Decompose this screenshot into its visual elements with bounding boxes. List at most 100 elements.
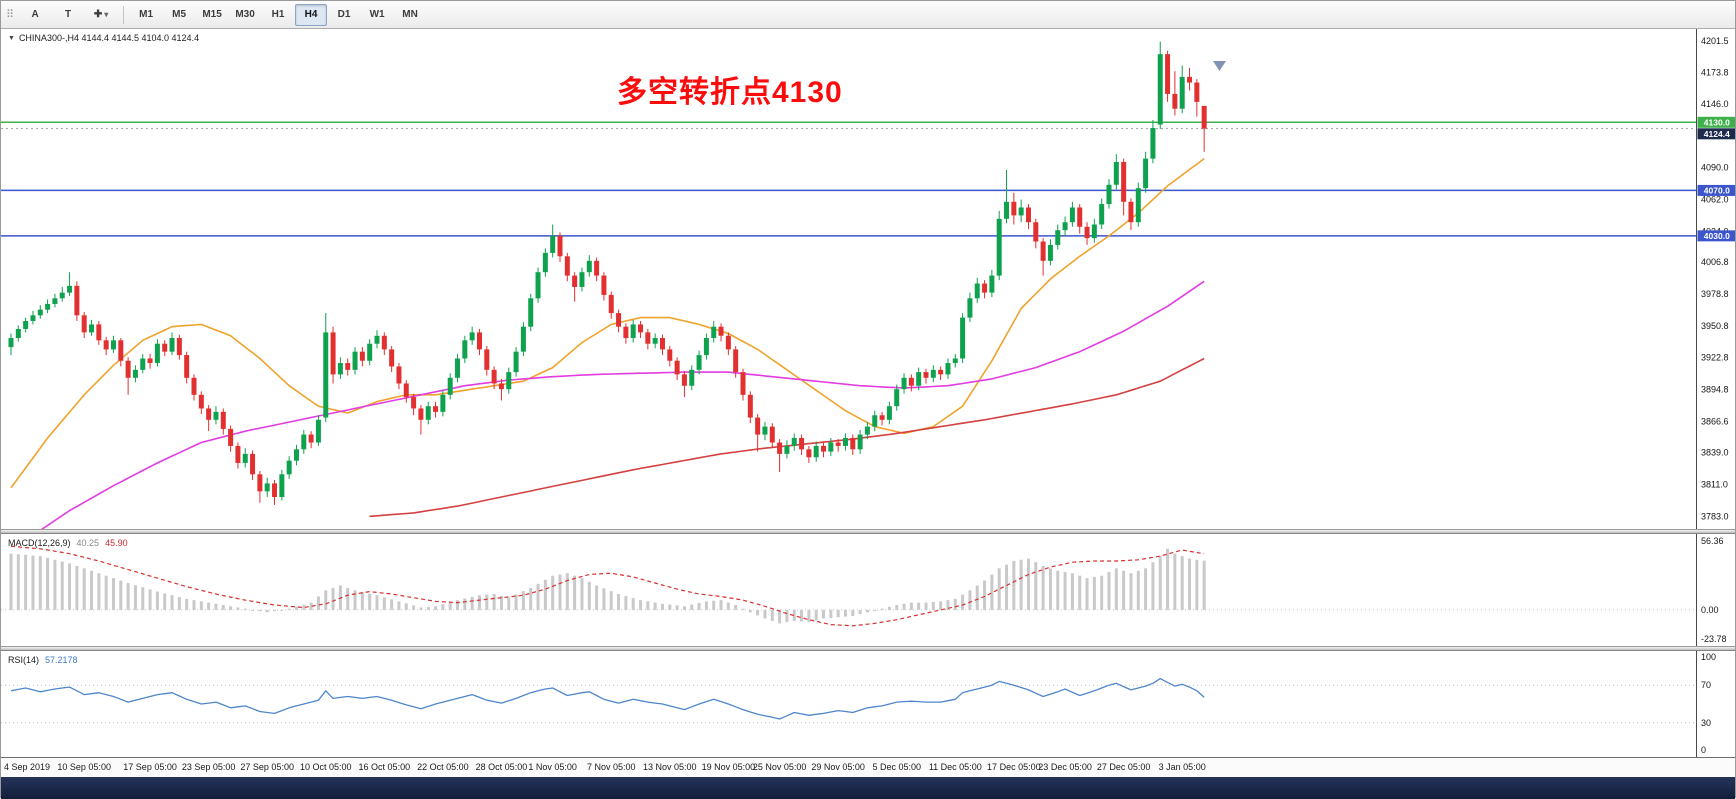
candle <box>140 358 146 370</box>
macd-bar <box>997 568 1001 610</box>
candle <box>389 349 395 367</box>
macd-bar <box>324 590 328 610</box>
candle <box>1077 207 1083 227</box>
price-tick-label: 4006.8 <box>1701 257 1729 267</box>
candle <box>850 437 856 450</box>
candle <box>1165 54 1171 94</box>
macd-bar <box>1019 559 1023 610</box>
price-tick-label: 3811.0 <box>1701 480 1728 490</box>
candle <box>1187 76 1193 83</box>
macd-bar <box>97 573 101 610</box>
price-badge <box>1697 128 1735 140</box>
macd-bar <box>148 589 152 610</box>
candle <box>747 394 753 418</box>
time-axis-label: 10 Oct 05:00 <box>299 762 352 772</box>
time-axis-label: 10 Sep 05:00 <box>57 762 111 772</box>
candle <box>154 343 160 364</box>
candle <box>59 292 65 299</box>
timeframe-button-m5[interactable]: M5 <box>172 9 187 20</box>
timeframe-button-mn[interactable]: MN <box>402 9 418 20</box>
candle <box>1018 207 1024 216</box>
timeframe-button-m30[interactable]: M30 <box>235 9 255 20</box>
time-axis-label: 17 Dec 05:00 <box>987 762 1041 772</box>
candle <box>23 321 29 329</box>
timeframe-button-w1[interactable]: W1 <box>369 9 385 20</box>
macd-bar <box>682 606 686 610</box>
candle <box>462 340 468 359</box>
macd-bar <box>477 595 481 610</box>
candle <box>286 460 292 475</box>
timeframe-button-h1[interactable]: H1 <box>271 9 285 20</box>
macd-bar <box>887 606 891 610</box>
price-tick-label: 3839.0 <box>1701 448 1729 458</box>
rsi-value: 57.2178 <box>45 655 78 665</box>
chart-dropdown-icon[interactable]: ▼ <box>8 34 15 42</box>
timeframe-button-m15[interactable]: M15 <box>202 9 222 20</box>
macd-bar <box>573 575 577 610</box>
candle <box>938 369 944 375</box>
macd-bar <box>895 605 899 610</box>
macd-bar <box>236 607 240 610</box>
price-tick-label: 3783.0 <box>1701 511 1729 521</box>
rsi-tick-label: 0 <box>1701 745 1706 755</box>
candle <box>228 428 234 446</box>
candle <box>484 349 490 370</box>
panel-splitter[interactable] <box>1 529 1735 534</box>
macd-bar <box>368 593 372 610</box>
text-tool-button[interactable]: T <box>65 9 72 20</box>
time-axis[interactable]: 4 Sep 2019 10 Sep 05:00 17 Sep 05:00 23 Sep… <box>1 757 1735 777</box>
rsi-canvas[interactable]: 100 70 30 0 <box>1 651 1735 757</box>
candle <box>67 285 73 293</box>
candle <box>835 442 841 446</box>
candle <box>960 317 966 359</box>
main-chart-canvas[interactable]: 4201.54173.84146.04118.04090.04062.04034… <box>1 29 1735 529</box>
time-axis-label: 29 Nov 05:00 <box>811 762 865 772</box>
macd-bar <box>492 594 496 610</box>
macd-bar <box>1100 575 1104 610</box>
candle <box>213 411 219 420</box>
timeframe-button-m1[interactable]: M1 <box>139 9 154 20</box>
annotate-a-button[interactable]: A <box>31 9 39 20</box>
macd-canvas[interactable]: 56.36 0.00 -23.78 <box>1 534 1735 646</box>
panel-splitter[interactable] <box>1 646 1735 651</box>
macd-bar <box>551 575 555 610</box>
macd-bar <box>163 593 167 610</box>
timeframe-button-h4[interactable]: H4 <box>295 3 328 26</box>
toolbar: ⠿ A T ✚ ▾ M1 M5 M15 M30 H1 H4 D1 W1 MN <box>1 1 1735 29</box>
macd-bar <box>177 597 181 610</box>
timeframe-button-d1[interactable]: D1 <box>337 9 351 20</box>
macd-bar <box>397 601 401 610</box>
candle <box>791 437 797 446</box>
candle <box>279 474 285 498</box>
macd-bar <box>273 609 277 612</box>
macd-bar <box>294 606 298 610</box>
candle <box>696 355 702 370</box>
candle <box>74 285 80 316</box>
macd-bar <box>792 609 796 621</box>
macd-bar <box>426 606 430 610</box>
macd-bar <box>851 609 855 617</box>
candle <box>425 406 431 420</box>
macd-bar <box>309 602 313 610</box>
macd-bar <box>646 601 650 610</box>
chart-shift-icon <box>1213 61 1226 71</box>
candle <box>879 415 885 420</box>
macd-bar <box>873 609 877 611</box>
macd-label: MACD(12,26,9) 40.25 45.90 <box>8 538 128 548</box>
candle <box>125 360 131 378</box>
price-badge-label: 4070.0 <box>1704 185 1730 195</box>
candle <box>81 315 87 333</box>
cursor-tool-button[interactable]: ✚ ▾ <box>85 4 117 26</box>
time-axis-label: 3 Jan 05:00 <box>1158 762 1206 772</box>
macd-bar <box>1056 570 1060 610</box>
candle <box>1069 207 1075 223</box>
candle <box>506 372 512 390</box>
candle <box>272 483 278 498</box>
candle <box>623 326 629 339</box>
candle <box>821 445 827 452</box>
candle <box>806 449 812 458</box>
candle <box>1179 76 1185 109</box>
macd-bar <box>595 585 599 610</box>
macd-bar <box>229 606 233 610</box>
candle <box>1194 82 1200 102</box>
